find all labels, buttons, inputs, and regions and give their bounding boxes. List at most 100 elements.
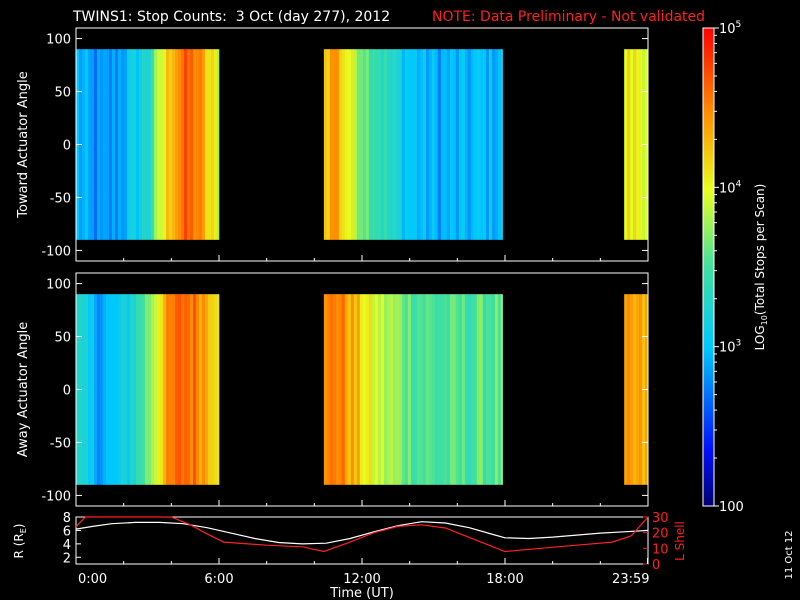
heatmap-column-26 xyxy=(154,49,158,240)
heatmap-column-39 xyxy=(193,49,197,240)
heatmap-column-91 xyxy=(452,294,457,485)
heatmap-column-46 xyxy=(214,294,218,485)
heatmap-column-111 xyxy=(633,49,637,240)
heatmap-column-37 xyxy=(187,49,191,240)
heatmap-column-87 xyxy=(440,294,445,485)
heatmap-column-88 xyxy=(443,294,448,485)
heatmap-column-108 xyxy=(624,49,628,240)
heatmap-column-24 xyxy=(148,294,152,485)
heatmap-column-30 xyxy=(166,294,170,485)
heatmap-column-58 xyxy=(353,49,358,240)
heatmap-column-17 xyxy=(127,294,131,485)
heatmap-column-23 xyxy=(145,49,149,240)
heatmap-column-100 xyxy=(479,294,484,485)
heatmap-column-59 xyxy=(356,294,361,485)
lshell-series-line xyxy=(75,516,649,553)
heatmap-column-75 xyxy=(404,294,409,485)
heatmap-column-83 xyxy=(428,294,433,485)
heatmap-column-72 xyxy=(395,294,400,485)
heatmap-column-12 xyxy=(112,49,116,240)
heatmap-column-86 xyxy=(437,49,442,240)
heatmap-column-109 xyxy=(627,49,631,240)
heatmap-column-52 xyxy=(335,49,340,240)
heatmap-column-87 xyxy=(440,49,445,240)
heatmap-column-26 xyxy=(154,294,158,485)
heatmap-column-74 xyxy=(401,294,406,485)
heatmap-column-79 xyxy=(416,49,421,240)
heatmap-column-85 xyxy=(434,49,439,240)
heatmap-column-13 xyxy=(115,294,119,485)
heatmap-column-66 xyxy=(377,294,382,485)
heatmap-column-55 xyxy=(344,49,349,240)
heatmap-column-41 xyxy=(199,294,203,485)
heatmap-column-80 xyxy=(419,294,424,485)
xtick-label: 23:59 xyxy=(612,572,649,587)
heatmap-column-57 xyxy=(350,49,355,240)
heatmap-column-82 xyxy=(425,294,430,485)
ytick-label: 50 xyxy=(54,86,71,101)
heatmap-column-76 xyxy=(407,294,412,485)
heatmap-column-15 xyxy=(121,49,125,240)
heatmap-column-73 xyxy=(398,49,403,240)
heatmap-column-110 xyxy=(630,49,634,240)
colorbar-tick-label: 105 xyxy=(719,20,741,37)
heatmap-column-68 xyxy=(383,294,388,485)
heatmap-column-104 xyxy=(491,49,496,240)
heatmap-column-4 xyxy=(88,294,92,485)
heatmap-column-111 xyxy=(633,294,637,485)
ytick-label: -100 xyxy=(41,489,71,504)
heatmap-column-64 xyxy=(371,49,376,240)
heatmap-column-61 xyxy=(362,49,367,240)
heatmap-column-58 xyxy=(353,294,358,485)
heatmap-column-88 xyxy=(443,49,448,240)
heatmap-column-36 xyxy=(184,294,188,485)
heatmap-column-28 xyxy=(160,49,164,240)
ytick-label: 0 xyxy=(63,139,71,154)
heatmap-column-95 xyxy=(464,294,469,485)
heatmap-column-101 xyxy=(482,49,487,240)
heatmap-column-34 xyxy=(178,49,182,240)
heatmap-column-102 xyxy=(485,294,490,485)
heatmap-column-96 xyxy=(467,49,472,240)
heatmap-column-90 xyxy=(449,49,454,240)
heatmap-column-65 xyxy=(374,49,379,240)
heatmap-column-81 xyxy=(422,294,427,485)
heatmap-column-84 xyxy=(431,294,436,485)
colorbar-tick-label: 100 xyxy=(719,500,744,515)
heatmap-column-7 xyxy=(97,294,101,485)
heatmap-column-49 xyxy=(326,49,331,240)
heatmap-column-42 xyxy=(202,49,206,240)
colorbar-scale xyxy=(702,27,715,507)
heatmap-column-50 xyxy=(329,294,334,485)
heatmap-column-109 xyxy=(627,294,631,485)
heatmap-column-31 xyxy=(169,294,173,485)
heatmap-column-33 xyxy=(175,294,179,485)
heatmap-column-65 xyxy=(374,294,379,485)
heatmap-column-98 xyxy=(473,49,478,240)
heatmap-column-35 xyxy=(181,49,185,240)
heatmap-column-63 xyxy=(368,294,373,485)
heatmap-column-23 xyxy=(145,294,149,485)
orbit-ylabel-right: L Shell xyxy=(673,521,687,561)
heatmap-column-14 xyxy=(118,49,122,240)
heatmap-column-77 xyxy=(410,49,415,240)
colorbar-tick-label: 104 xyxy=(719,179,742,196)
heatmap-column-24 xyxy=(148,49,152,240)
orbit-right-tick-label: 10 xyxy=(652,542,669,557)
heatmap-column-10 xyxy=(106,294,110,485)
toward-angle-panel: 100 50 0 -50 -100 Toward Actuator Angle xyxy=(16,27,649,262)
heatmap-column-22 xyxy=(142,49,146,240)
heatmap-column-101 xyxy=(482,294,487,485)
heatmap-column-37 xyxy=(187,294,191,485)
heatmap-column-81 xyxy=(422,49,427,240)
heatmap-column-71 xyxy=(392,294,397,485)
heatmap-column-5 xyxy=(91,294,95,485)
heatmap-column-53 xyxy=(338,294,343,485)
heatmap-column-86 xyxy=(437,294,442,485)
heatmap-column-4 xyxy=(88,49,92,240)
heatmap-column-44 xyxy=(208,49,212,240)
heatmap-column-38 xyxy=(190,49,194,240)
orbit-right-tick-label: 0 xyxy=(652,558,660,573)
